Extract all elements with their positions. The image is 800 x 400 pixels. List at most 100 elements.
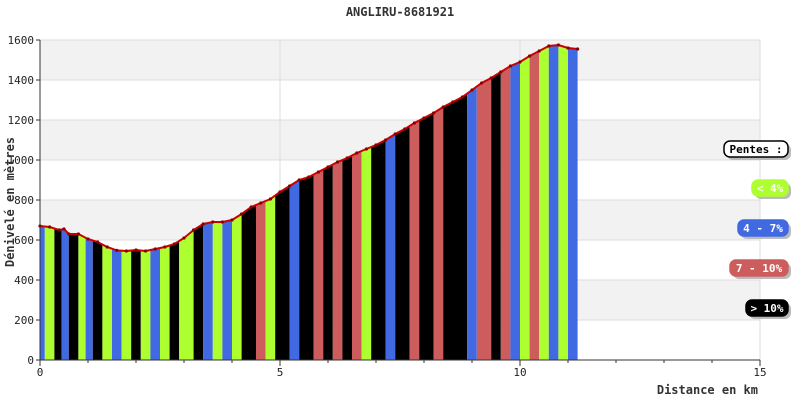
elevation-point	[432, 111, 436, 115]
slope-segment	[61, 229, 69, 360]
elevation-point	[86, 237, 90, 241]
slope-segment	[467, 86, 477, 360]
y-tick-label: 0	[27, 354, 34, 367]
slope-segment	[568, 48, 578, 360]
elevation-point	[508, 64, 512, 68]
x-tick-label: 5	[277, 366, 284, 379]
legend-item	[745, 299, 789, 317]
elevation-point	[278, 190, 282, 194]
elevation-point	[259, 201, 263, 205]
elevation-point	[345, 156, 349, 160]
y-tick-label: 1200	[8, 114, 35, 127]
slope-segment	[140, 250, 151, 360]
slope-segment	[169, 241, 180, 360]
slope-segment	[265, 195, 276, 360]
legend-item-label: 4 - 7%	[743, 222, 783, 235]
elevation-point	[268, 197, 272, 201]
y-tick-label: 1000	[8, 154, 35, 167]
slope-segment	[352, 151, 362, 360]
elevation-point	[336, 160, 340, 164]
elevation-point	[412, 121, 416, 125]
slope-segment	[332, 160, 343, 360]
y-tick-label: 1600	[8, 34, 35, 47]
elevation-point	[201, 222, 205, 226]
slope-segment	[443, 93, 468, 360]
elevation-point	[240, 212, 244, 216]
elevation-point	[537, 49, 541, 53]
slope-segment	[323, 164, 333, 360]
slope-segment	[44, 226, 55, 360]
elevation-point	[307, 175, 311, 179]
elevation-point	[566, 46, 570, 50]
legend-item	[729, 259, 789, 277]
slope-segment	[85, 237, 93, 360]
slope-segment	[539, 46, 549, 360]
y-tick-label: 600	[14, 234, 34, 247]
slope-segment	[299, 174, 314, 360]
elevation-line	[39, 43, 578, 253]
elevation-point	[134, 248, 138, 252]
y-tick-label: 1400	[8, 74, 35, 87]
elevation-point	[470, 88, 474, 92]
slope-segment	[40, 226, 45, 360]
grid-band	[40, 40, 760, 80]
elevation-point	[57, 228, 61, 232]
slope-segment	[289, 180, 300, 360]
elevation-point	[460, 95, 464, 99]
slope-segment	[409, 120, 420, 360]
slope-segment	[150, 248, 160, 360]
elevation-profile	[38, 43, 580, 253]
slope-segment	[385, 134, 396, 360]
elevation-point	[528, 54, 532, 58]
slope-segment	[433, 107, 444, 360]
y-tick-label: 200	[14, 314, 34, 327]
legend-item	[737, 219, 789, 237]
elevation-point	[76, 232, 80, 236]
slope-segment	[212, 222, 223, 360]
y-tick-label: 800	[14, 194, 34, 207]
elevation-point	[144, 249, 148, 253]
slope-segment	[68, 234, 79, 360]
elevation-point	[326, 165, 330, 169]
slope-segment	[179, 230, 194, 360]
y-tick-label: 400	[14, 274, 34, 287]
legend-title-label: Pentes :	[730, 143, 783, 156]
legend-item-label: < 4%	[757, 182, 784, 195]
slope-segment	[203, 222, 213, 360]
elevation-point	[556, 43, 561, 47]
elevation-point	[153, 247, 157, 251]
x-tick-label: 15	[753, 366, 766, 379]
elevation-point	[422, 116, 426, 120]
elevation-point	[297, 178, 301, 182]
elevation-point	[211, 220, 215, 224]
elevation-point	[192, 228, 196, 232]
chart-title: ANGLIRU-8681921	[346, 5, 454, 19]
elevation-point	[230, 218, 234, 222]
elevation-point	[48, 225, 52, 229]
x-tick-label: 0	[37, 366, 44, 379]
slope-segment	[121, 250, 132, 360]
elevation-point	[220, 220, 224, 224]
elevation-point	[355, 151, 359, 155]
elevation-point	[393, 132, 397, 136]
elevation-point	[374, 143, 378, 147]
slope-segments	[40, 45, 578, 360]
slope-segment	[92, 240, 103, 360]
slope-segment	[112, 248, 122, 360]
slope-segment	[232, 214, 242, 360]
slope-segment	[313, 169, 324, 360]
elevation-point	[489, 76, 493, 80]
slope-segment	[510, 62, 520, 360]
slope-segment	[54, 228, 62, 360]
slope-segment	[558, 45, 568, 360]
elevation-point	[316, 170, 320, 174]
slope-segment	[361, 147, 372, 360]
elevation-point	[163, 245, 167, 249]
elevation-point	[124, 249, 128, 253]
elevation-point	[62, 227, 66, 231]
slope-segment	[193, 224, 204, 360]
slope-segment	[476, 78, 492, 360]
slope-segment	[529, 51, 540, 360]
slope-segment	[102, 244, 112, 360]
